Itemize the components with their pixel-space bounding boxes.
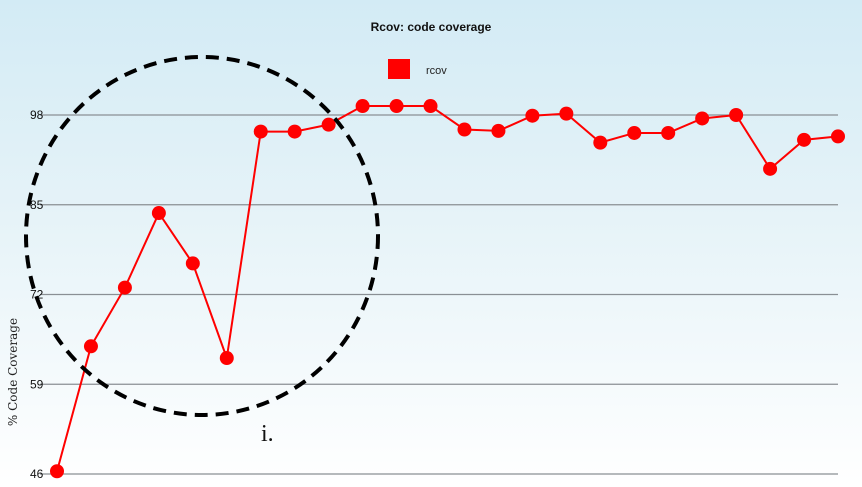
legend-label-rcov: rcov [426, 65, 447, 77]
y-tick-label: 98 [30, 108, 44, 122]
data-point [661, 125, 676, 140]
y-axis-ticks: 46 59 72 85 98 [30, 108, 44, 481]
legend: rcov [388, 59, 447, 79]
data-point [797, 132, 812, 147]
chart-title: Rcov: code coverage [371, 20, 492, 34]
data-point [355, 99, 370, 114]
data-point [763, 161, 778, 176]
annotation: i. [24, 55, 380, 447]
data-point [287, 124, 302, 139]
y-tick-label: 85 [30, 198, 44, 212]
data-point [525, 108, 540, 123]
data-point [831, 129, 845, 144]
data-point [253, 124, 268, 139]
data-point [219, 351, 234, 366]
data-point [389, 99, 404, 114]
data-point [423, 99, 438, 114]
data-point [729, 108, 744, 122]
legend-swatch-rcov [388, 59, 410, 79]
data-point [151, 206, 166, 221]
y-tick-label: 59 [30, 377, 44, 391]
data-point [593, 135, 608, 150]
y-axis-label: % Code Coverage [6, 318, 20, 426]
data-point [627, 125, 642, 140]
series-line [56, 105, 839, 472]
y-tick-label: 46 [30, 467, 44, 481]
series-rcov [50, 99, 845, 479]
data-point [457, 122, 472, 137]
data-point [185, 256, 200, 271]
data-point [695, 111, 710, 126]
data-point [50, 464, 64, 479]
data-point [491, 123, 506, 138]
annotation-label: i. [261, 421, 274, 447]
annotation-dashed-circle [24, 55, 380, 417]
data-point [117, 280, 132, 295]
data-point [83, 339, 98, 354]
y-tick-label: 72 [30, 288, 44, 302]
grid [40, 114, 838, 475]
data-point [559, 106, 574, 121]
data-point [321, 117, 336, 132]
